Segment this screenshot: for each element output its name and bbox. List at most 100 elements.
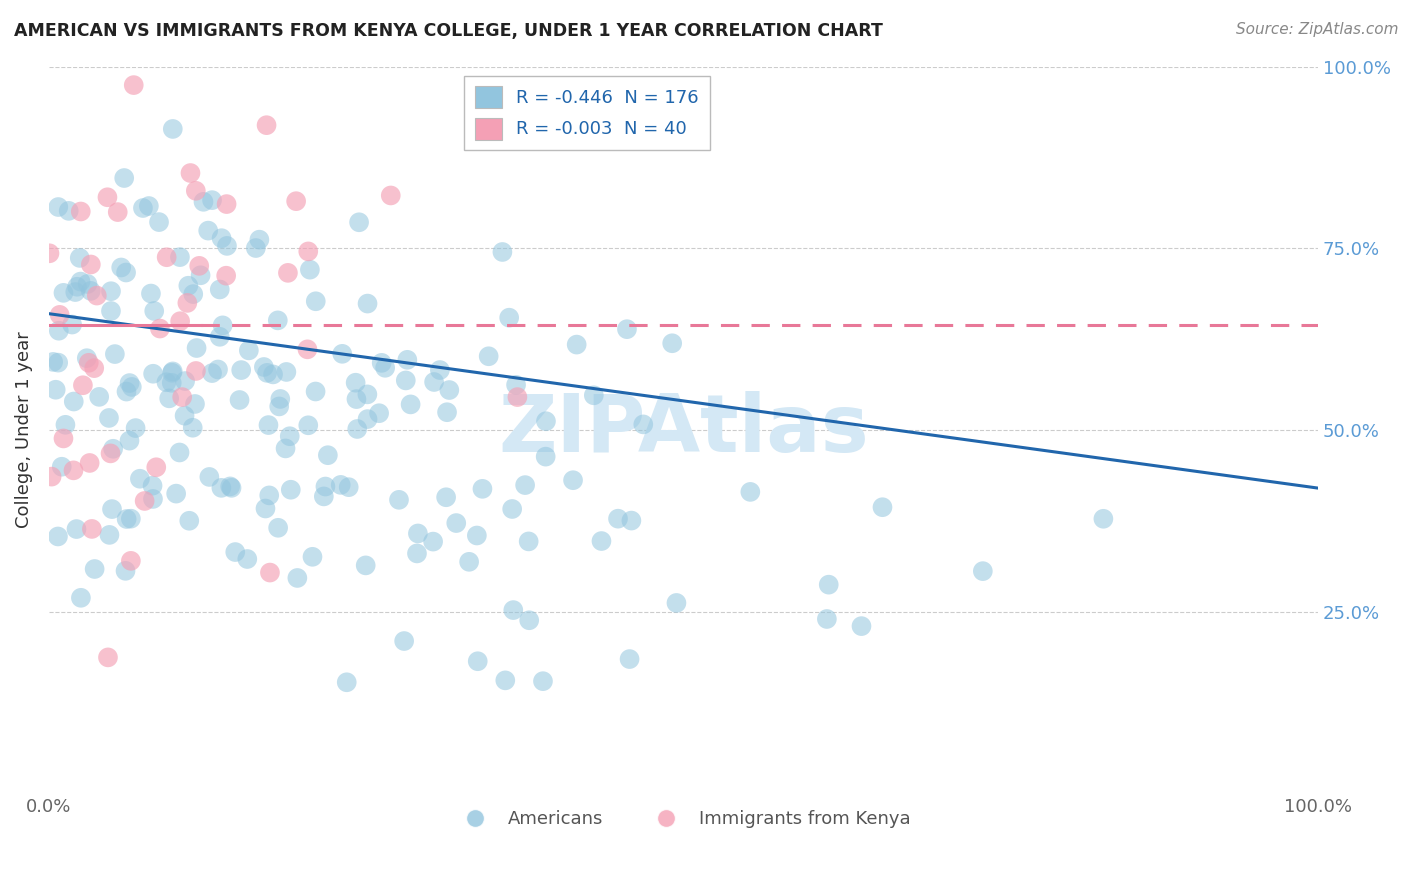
Point <box>439 383 461 397</box>
Point <box>562 473 585 487</box>
Point <box>304 384 326 399</box>
Point <box>52 285 75 300</box>
Point <box>330 347 353 361</box>
Point <box>305 294 328 309</box>
Point <box>297 244 319 259</box>
Point <box>817 577 839 591</box>
Point <box>534 414 557 428</box>
Point <box>280 483 302 497</box>
Point <box>121 380 143 394</box>
Point <box>186 341 208 355</box>
Point <box>66 279 89 293</box>
Point <box>46 356 69 370</box>
Point <box>208 330 231 344</box>
Legend: Americans, Immigrants from Kenya: Americans, Immigrants from Kenya <box>450 803 917 835</box>
Point <box>257 418 280 433</box>
Point <box>160 366 183 380</box>
Point <box>395 373 418 387</box>
Point <box>120 554 142 568</box>
Point <box>179 514 201 528</box>
Point <box>267 313 290 327</box>
Point <box>118 376 141 390</box>
Point <box>169 250 191 264</box>
Point <box>98 528 121 542</box>
Point <box>165 486 187 500</box>
Point <box>76 351 98 366</box>
Point <box>274 442 297 456</box>
Point <box>872 500 894 515</box>
Point <box>60 318 83 332</box>
Point <box>422 534 444 549</box>
Point <box>494 673 516 688</box>
Point <box>156 250 179 264</box>
Point <box>215 239 238 253</box>
Point <box>46 200 69 214</box>
Point <box>256 118 278 132</box>
Point <box>173 409 195 423</box>
Point <box>633 417 655 432</box>
Point <box>344 376 367 390</box>
Point <box>51 459 73 474</box>
Point <box>65 522 87 536</box>
Point <box>253 359 276 374</box>
Point <box>120 511 142 525</box>
Point <box>184 364 207 378</box>
Y-axis label: College, Under 1 year: College, Under 1 year <box>15 332 32 528</box>
Point <box>142 367 165 381</box>
Point <box>224 545 246 559</box>
Point <box>157 392 180 406</box>
Point <box>478 349 501 363</box>
Point <box>80 284 103 298</box>
Point <box>80 258 103 272</box>
Point <box>184 184 207 198</box>
Point <box>134 494 156 508</box>
Point <box>181 421 204 435</box>
Point <box>176 296 198 310</box>
Point <box>148 215 170 229</box>
Point <box>72 378 94 392</box>
Point <box>115 512 138 526</box>
Point <box>208 283 231 297</box>
Point <box>58 203 80 218</box>
Point <box>354 558 377 573</box>
Point <box>346 422 368 436</box>
Point <box>69 275 91 289</box>
Point <box>374 360 396 375</box>
Point <box>297 418 319 433</box>
Point <box>513 478 536 492</box>
Point <box>312 490 335 504</box>
Point <box>62 463 84 477</box>
Point <box>661 336 683 351</box>
Point <box>238 343 260 358</box>
Point <box>115 265 138 279</box>
Point <box>221 481 243 495</box>
Point <box>211 231 233 245</box>
Point <box>314 479 336 493</box>
Point <box>740 484 762 499</box>
Point <box>172 390 194 404</box>
Point <box>297 343 319 357</box>
Point <box>179 166 201 180</box>
Point <box>501 502 523 516</box>
Point <box>201 193 224 207</box>
Point <box>399 397 422 411</box>
Point <box>198 470 221 484</box>
Point <box>83 562 105 576</box>
Point <box>298 262 321 277</box>
Point <box>174 374 197 388</box>
Point <box>69 204 91 219</box>
Point <box>100 284 122 298</box>
Point <box>96 190 118 204</box>
Point <box>356 412 378 426</box>
Point <box>69 251 91 265</box>
Point <box>502 603 524 617</box>
Point <box>620 514 643 528</box>
Point <box>269 400 291 414</box>
Point <box>138 199 160 213</box>
Point <box>115 384 138 399</box>
Point <box>149 321 172 335</box>
Point <box>132 201 155 215</box>
Point <box>48 324 70 338</box>
Point <box>38 246 60 260</box>
Point <box>245 241 267 255</box>
